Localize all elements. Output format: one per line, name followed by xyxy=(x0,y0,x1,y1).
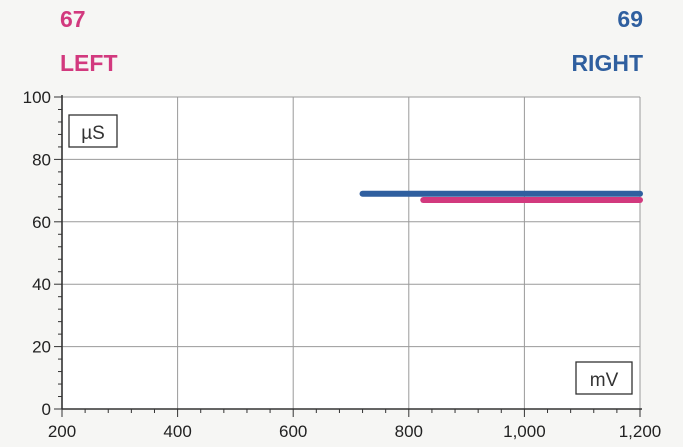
x-tick-label: 1,200 xyxy=(619,422,662,441)
y-unit-box: µS xyxy=(68,114,118,148)
y-tick-label: 80 xyxy=(32,150,51,169)
x-axis-label: mV xyxy=(590,370,619,391)
y-tick-label: 0 xyxy=(42,400,51,419)
y-tick-label: 100 xyxy=(23,88,51,107)
axes xyxy=(54,95,642,417)
tick-labels: 0 20 40 60 80 100 200 400 600 800 1,000 1,200 xyxy=(23,88,662,441)
right-value: 69 xyxy=(617,6,643,32)
x-tick-label: 1,000 xyxy=(503,422,546,441)
right-label: RIGHT xyxy=(571,50,643,76)
x-unit-box: mV xyxy=(575,361,633,395)
plot-area xyxy=(62,97,640,409)
left-value: 67 xyxy=(60,6,86,32)
y-axis-label: µS xyxy=(81,123,105,144)
y-tick-label: 40 xyxy=(32,275,51,294)
series-layer xyxy=(359,190,643,203)
x-tick-label: 200 xyxy=(48,422,76,441)
left-label: LEFT xyxy=(60,50,118,76)
y-tick-label: 20 xyxy=(32,338,51,357)
grid xyxy=(62,96,641,409)
x-tick-label: 400 xyxy=(163,422,191,441)
y-tick-label: 60 xyxy=(32,213,51,232)
x-tick-label: 600 xyxy=(279,422,307,441)
x-tick-label: 800 xyxy=(395,422,423,441)
